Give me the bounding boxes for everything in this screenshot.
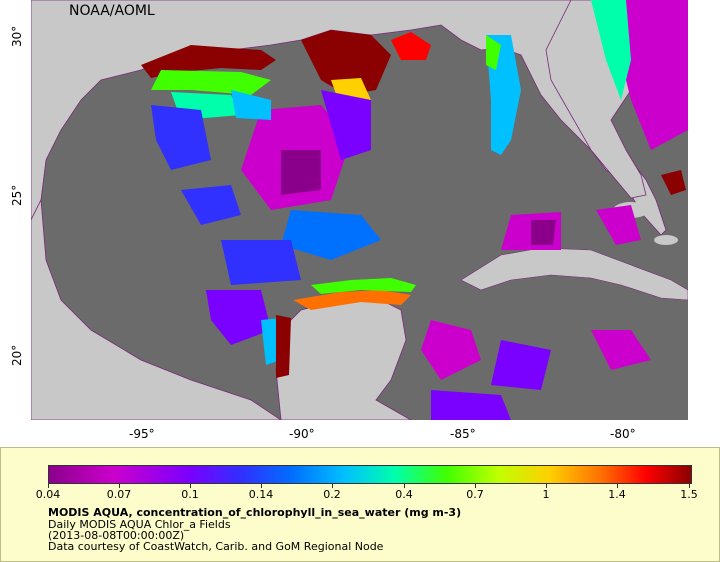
land-cuba	[460, 247, 688, 301]
lat-tick-label: 30°	[10, 25, 24, 47]
colorbar-tick	[119, 484, 120, 488]
lon-tick-label: -85°	[450, 427, 476, 441]
colorbar-tick	[404, 484, 405, 488]
legend-courtesy: Data courtesy of CoastWatch, Carib. and …	[48, 540, 384, 553]
colorbar-tick	[48, 484, 49, 488]
lat-tick-label: 25°	[10, 184, 24, 206]
colorbar-label: 0.7	[466, 488, 484, 501]
colorbar-label: 0.1	[181, 488, 199, 501]
lon-tick-label: -90°	[289, 427, 315, 441]
colorbar	[48, 465, 692, 484]
lon-tick-label: -95°	[129, 427, 155, 441]
lon-tick-label: -80°	[610, 427, 636, 441]
legend-panel: 0.04 0.07 0.1 0.14 0.2 0.4 0.7 1 1.4 1.5…	[0, 447, 720, 562]
land-yucatan	[275, 299, 412, 420]
credit-label: NOAA/AOML	[69, 3, 155, 19]
colorbar-label: 0.04	[35, 488, 61, 501]
colorbar-label: 0.2	[323, 488, 341, 501]
colorbar-tick	[546, 484, 547, 488]
colorbar-label: 0.4	[395, 488, 413, 501]
colorbar-tick	[689, 484, 690, 488]
chlorophyll-map	[31, 0, 688, 420]
colorbar-tick	[332, 484, 333, 488]
lat-tick-label: 20°	[10, 344, 24, 366]
legend-title: MODIS AQUA, concentration_of_chlorophyll…	[48, 506, 462, 519]
legend-date: (2013-08-08T00:00:00Z)	[48, 529, 185, 542]
legend-subtitle: Daily MODIS AQUA Chlor_a Fields	[48, 518, 231, 531]
colorbar-tick	[475, 484, 476, 488]
colorbar-label: 1.4	[608, 488, 626, 501]
land-mexico	[31, 198, 282, 420]
colorbar-tick	[261, 484, 262, 488]
colorbar-label: 1.5	[680, 488, 698, 501]
map-area[interactable]: NOAA/AOML	[31, 0, 688, 420]
colorbar-label: 1	[542, 488, 550, 501]
colorbar-tick	[190, 484, 191, 488]
colorbar-tick	[617, 484, 618, 488]
colorbar-label: 0.07	[106, 488, 132, 501]
colorbar-label: 0.14	[248, 488, 274, 501]
